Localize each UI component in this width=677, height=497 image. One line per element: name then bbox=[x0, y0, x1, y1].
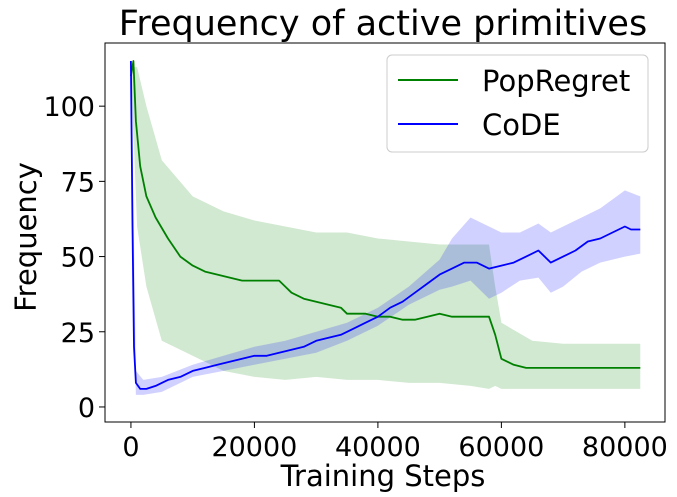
x-axis-ticks: 0 20000 40000 60000 80000 bbox=[122, 422, 668, 463]
series-line-code bbox=[130, 60, 641, 390]
y-tick-label: 100 bbox=[43, 92, 95, 123]
confidence-band-code bbox=[130, 61, 641, 395]
x-tick-label: 0 bbox=[122, 432, 139, 463]
x-tick-label: 60000 bbox=[458, 432, 544, 463]
y-tick-label: 75 bbox=[61, 167, 95, 198]
y-tick-label: 25 bbox=[61, 318, 95, 349]
legend: PopRegret CoDE bbox=[386, 54, 649, 153]
y-axis-label: Frequency bbox=[9, 162, 43, 312]
series-line-popregret bbox=[130, 60, 641, 369]
plot-area bbox=[130, 60, 641, 395]
plot-frame bbox=[104, 42, 666, 423]
y-axis-ticks: 0 25 50 75 100 bbox=[43, 92, 105, 424]
confidence-band-popregret bbox=[130, 67, 641, 389]
x-tick-label: 20000 bbox=[211, 432, 297, 463]
x-tick-label: 40000 bbox=[335, 432, 421, 463]
x-axis-label: Training Steps bbox=[280, 459, 486, 493]
y-tick-label: 0 bbox=[78, 393, 95, 424]
y-tick-label: 50 bbox=[61, 243, 95, 274]
legend-label-popregret: PopRegret bbox=[482, 64, 630, 98]
chart-title: Frequency of active primitives bbox=[119, 4, 647, 44]
legend-label-code: CoDE bbox=[482, 108, 561, 142]
x-tick-label: 80000 bbox=[582, 432, 668, 463]
